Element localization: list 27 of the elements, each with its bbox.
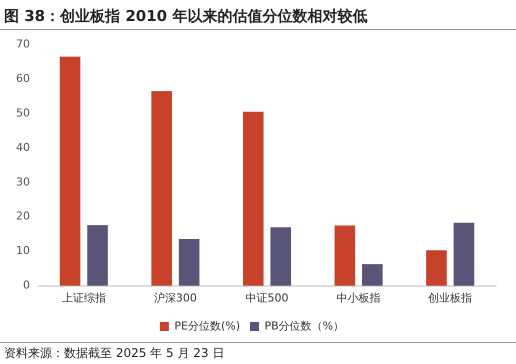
legend-label: PE分位数(%) xyxy=(174,319,240,332)
y-tick-label: 30 xyxy=(16,175,30,188)
y-tick-label: 70 xyxy=(16,37,30,50)
bar xyxy=(334,226,356,286)
y-tick-label: 50 xyxy=(16,106,30,120)
bar xyxy=(178,238,200,286)
y-tick-label: 10 xyxy=(16,244,30,258)
bar xyxy=(242,112,264,286)
chart-title: 图 38：创业板指 2010 年以来的估值分位数相对较低 xyxy=(0,0,516,30)
y-tick-label: 20 xyxy=(16,210,30,223)
text: 资料来源：数据截至 2025 年 5 月 23 日 xyxy=(0,342,516,363)
y-tick-label: 60 xyxy=(16,72,30,85)
bar xyxy=(87,225,108,286)
x-tick-label: 创业板指 xyxy=(428,291,472,304)
bar xyxy=(270,227,292,286)
bar xyxy=(151,91,172,286)
x-tick-label: 中证500 xyxy=(246,291,288,304)
legend-label: PB分位数（%） xyxy=(264,319,344,332)
bar xyxy=(362,264,383,286)
bar xyxy=(454,222,474,286)
x-tick-label: 中小板指 xyxy=(336,291,381,304)
x-tick-label: 上证综指 xyxy=(62,291,106,304)
bar xyxy=(426,250,447,286)
y-tick-label: 0 xyxy=(22,278,30,292)
bar xyxy=(60,56,80,286)
x-tick-label: 沪深300 xyxy=(154,291,197,304)
y-tick-label: 40 xyxy=(16,140,30,154)
